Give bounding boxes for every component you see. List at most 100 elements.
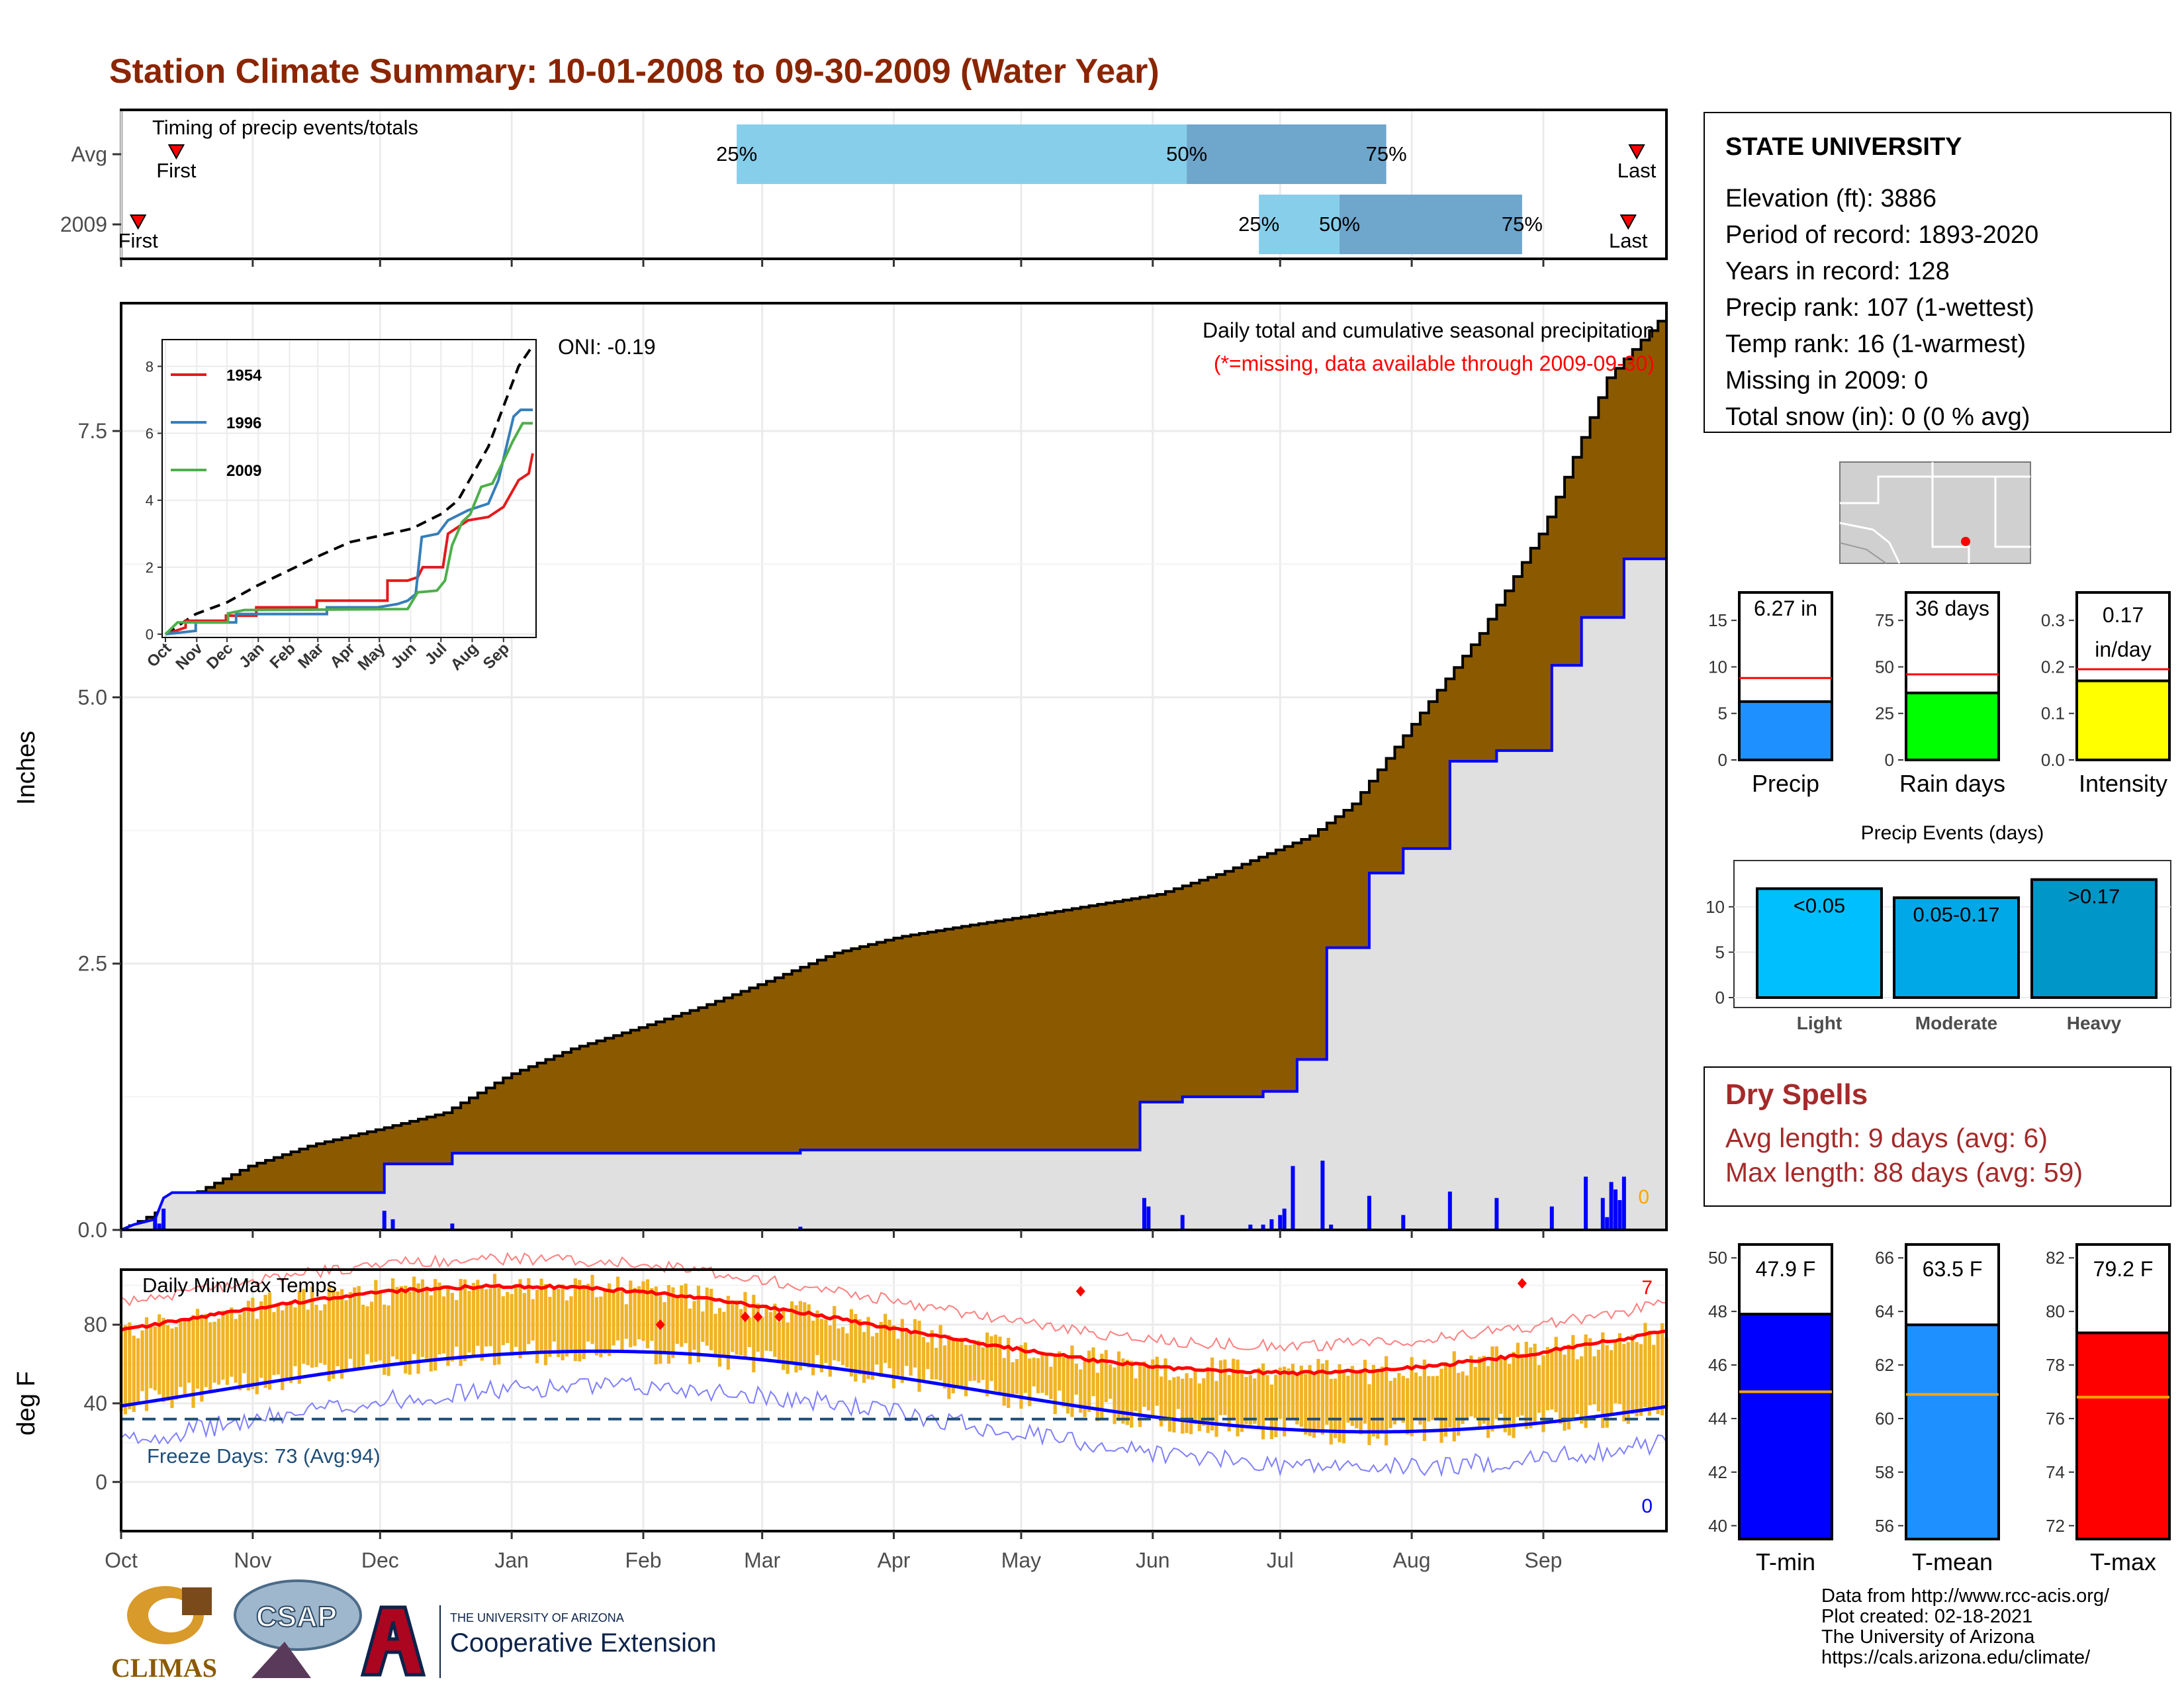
dry-spells-max: Max length: 88 days (avg: 59): [1725, 1157, 2083, 1188]
temp-range-bar: [1503, 1358, 1507, 1432]
temp-range-bar: [1295, 1373, 1299, 1425]
temp-range-bar: [353, 1287, 357, 1370]
temp-range-bar: [675, 1297, 679, 1344]
inset-legend: 1954 1996 2009: [171, 367, 262, 480]
temp-range-bar: [1494, 1346, 1499, 1419]
mini-chart-intensity: 0.0 0.1 0.2 0.3 0.17 in/day Intensity: [2041, 591, 2171, 797]
daily-precip-bar: [1146, 1206, 1151, 1230]
daily-precip-bar: [1494, 1197, 1499, 1230]
mini-chart-name: Intensity: [2079, 770, 2167, 797]
temp-range-bar: [1223, 1359, 1227, 1415]
temp-range-bar: [1486, 1366, 1490, 1438]
temp-range-bar: [1019, 1345, 1023, 1409]
temp-range-bar: [1524, 1341, 1528, 1429]
temp-range-bar: [395, 1287, 399, 1360]
temp-range-bar: [557, 1288, 561, 1358]
daily-precip-bar: [1584, 1176, 1588, 1230]
temp-range-bar: [688, 1308, 692, 1364]
temp-range-bar: [650, 1288, 654, 1341]
temp-range-bar: [369, 1301, 374, 1363]
temp-range-bar: [327, 1287, 331, 1382]
record-low-line: [120, 1376, 1667, 1477]
record-low-count: 0: [1641, 1495, 1653, 1517]
temp-range-bar: [467, 1291, 471, 1353]
daily-precip-bar: [1329, 1224, 1334, 1230]
temp-range-bar: [1116, 1351, 1121, 1421]
temp-range-bar: [161, 1317, 165, 1403]
daily-precip-bar: [1291, 1166, 1295, 1230]
temp-range-bar: [1308, 1365, 1312, 1436]
temp-summary-value-label: 79.2 F: [2093, 1257, 2154, 1281]
temp-range-bar: [340, 1289, 344, 1379]
temp-range-bar: [956, 1338, 960, 1387]
temp-range-bar: [344, 1300, 348, 1372]
temp-range-bar: [225, 1311, 229, 1385]
inset-line-2009: [164, 422, 533, 635]
temp-range-bar: [1656, 1332, 1660, 1415]
temp-range-bar: [1418, 1376, 1422, 1425]
temp-range-bar: [1193, 1369, 1197, 1425]
temp-summary-t-min: 40 42 44 46 48 50 47.9 F T-min: [1708, 1243, 1833, 1575]
temp-range-bar: [527, 1278, 531, 1344]
precip-annotation-title: Daily total and cumulative seasonal prec…: [1203, 318, 1655, 342]
temp-range-bar: [1066, 1358, 1070, 1414]
temp-range-bar: [612, 1289, 615, 1346]
temp-summary-y-tick-label: 62: [1875, 1355, 1894, 1375]
daily-precip-bar: [1180, 1215, 1185, 1230]
temp-summary-y-tick-label: 42: [1708, 1462, 1727, 1482]
temp-range-bar: [684, 1284, 688, 1344]
temp-range-bar: [849, 1309, 853, 1377]
temp-panel-label: Daily Min/Max Temps: [142, 1274, 337, 1297]
mini-y-tick-label: 0: [1718, 750, 1727, 770]
events-bar-heavy: [2030, 878, 2158, 999]
temp-range-bar: [310, 1286, 314, 1368]
daily-precip-bar: [1447, 1192, 1452, 1230]
temp-range-bar: [281, 1310, 285, 1390]
mini-value-label: 6.27 in: [1754, 596, 1817, 620]
temp-range-bar: [242, 1308, 246, 1374]
timing-row-label: Avg: [71, 142, 107, 166]
daily-precip-bar: [1248, 1224, 1253, 1230]
temp-range-bar: [1227, 1375, 1231, 1432]
temp-range-bar: [1240, 1373, 1244, 1432]
temp-range-bar: [1146, 1366, 1150, 1411]
temp-range-bar: [543, 1284, 548, 1366]
temp-range-bar: [1478, 1356, 1482, 1429]
locator-map-state-boundaries: [1839, 462, 2030, 564]
temp-range-bar: [726, 1295, 730, 1370]
mini-chart-rain-days: 0 25 50 75 36 days Rain days: [1875, 591, 2005, 797]
temp-range-bar: [807, 1304, 811, 1368]
temp-range-bar: [332, 1289, 336, 1379]
temp-range-bar: [1575, 1359, 1579, 1415]
temp-range-bar: [535, 1289, 539, 1364]
station-info-lines: Elevation (ft): 3886 Period of record: 18…: [1725, 185, 2038, 431]
daily-precip-bar: [1367, 1196, 1371, 1230]
month-x-tick-label: Sep: [1525, 1548, 1563, 1572]
temp-range-bar: [510, 1293, 514, 1356]
record-high-point: [774, 1311, 784, 1323]
temp-range-bar: [1643, 1323, 1647, 1407]
temp-range-bar: [1537, 1365, 1541, 1413]
temp-summary-y-tick-label: 60: [1875, 1409, 1894, 1429]
temp-range-bar: [1299, 1365, 1303, 1427]
temp-range-bar: [1520, 1355, 1524, 1416]
station-info-line: Missing in 2009: 0: [1725, 367, 1928, 395]
temp-summary-t-max: 72 74 76 78 80 82 79.2 F T-max: [2046, 1243, 2171, 1575]
temp-range-bar: [1596, 1349, 1600, 1412]
mini-y-tick-label: 75: [1875, 610, 1894, 630]
temp-y-label: deg F: [13, 1371, 40, 1435]
temp-range-bar: [586, 1284, 590, 1342]
daily-precip-bar: [1261, 1224, 1265, 1230]
temp-range-bar: [629, 1280, 633, 1348]
temp-range-bar: [569, 1296, 573, 1350]
temp-range-bar: [420, 1279, 425, 1357]
daily-precip-bar: [1278, 1215, 1283, 1230]
temp-range-bar: [637, 1286, 641, 1340]
temp-range-bar: [608, 1283, 612, 1356]
temp-range-bar: [752, 1295, 756, 1373]
oni-value: ONI: -0.19: [558, 335, 656, 359]
temp-range-bar: [760, 1317, 764, 1361]
inset-y-tick-label: 8: [146, 358, 154, 375]
daily-precip-bar: [1142, 1197, 1146, 1230]
record-high-point: [1517, 1278, 1527, 1289]
